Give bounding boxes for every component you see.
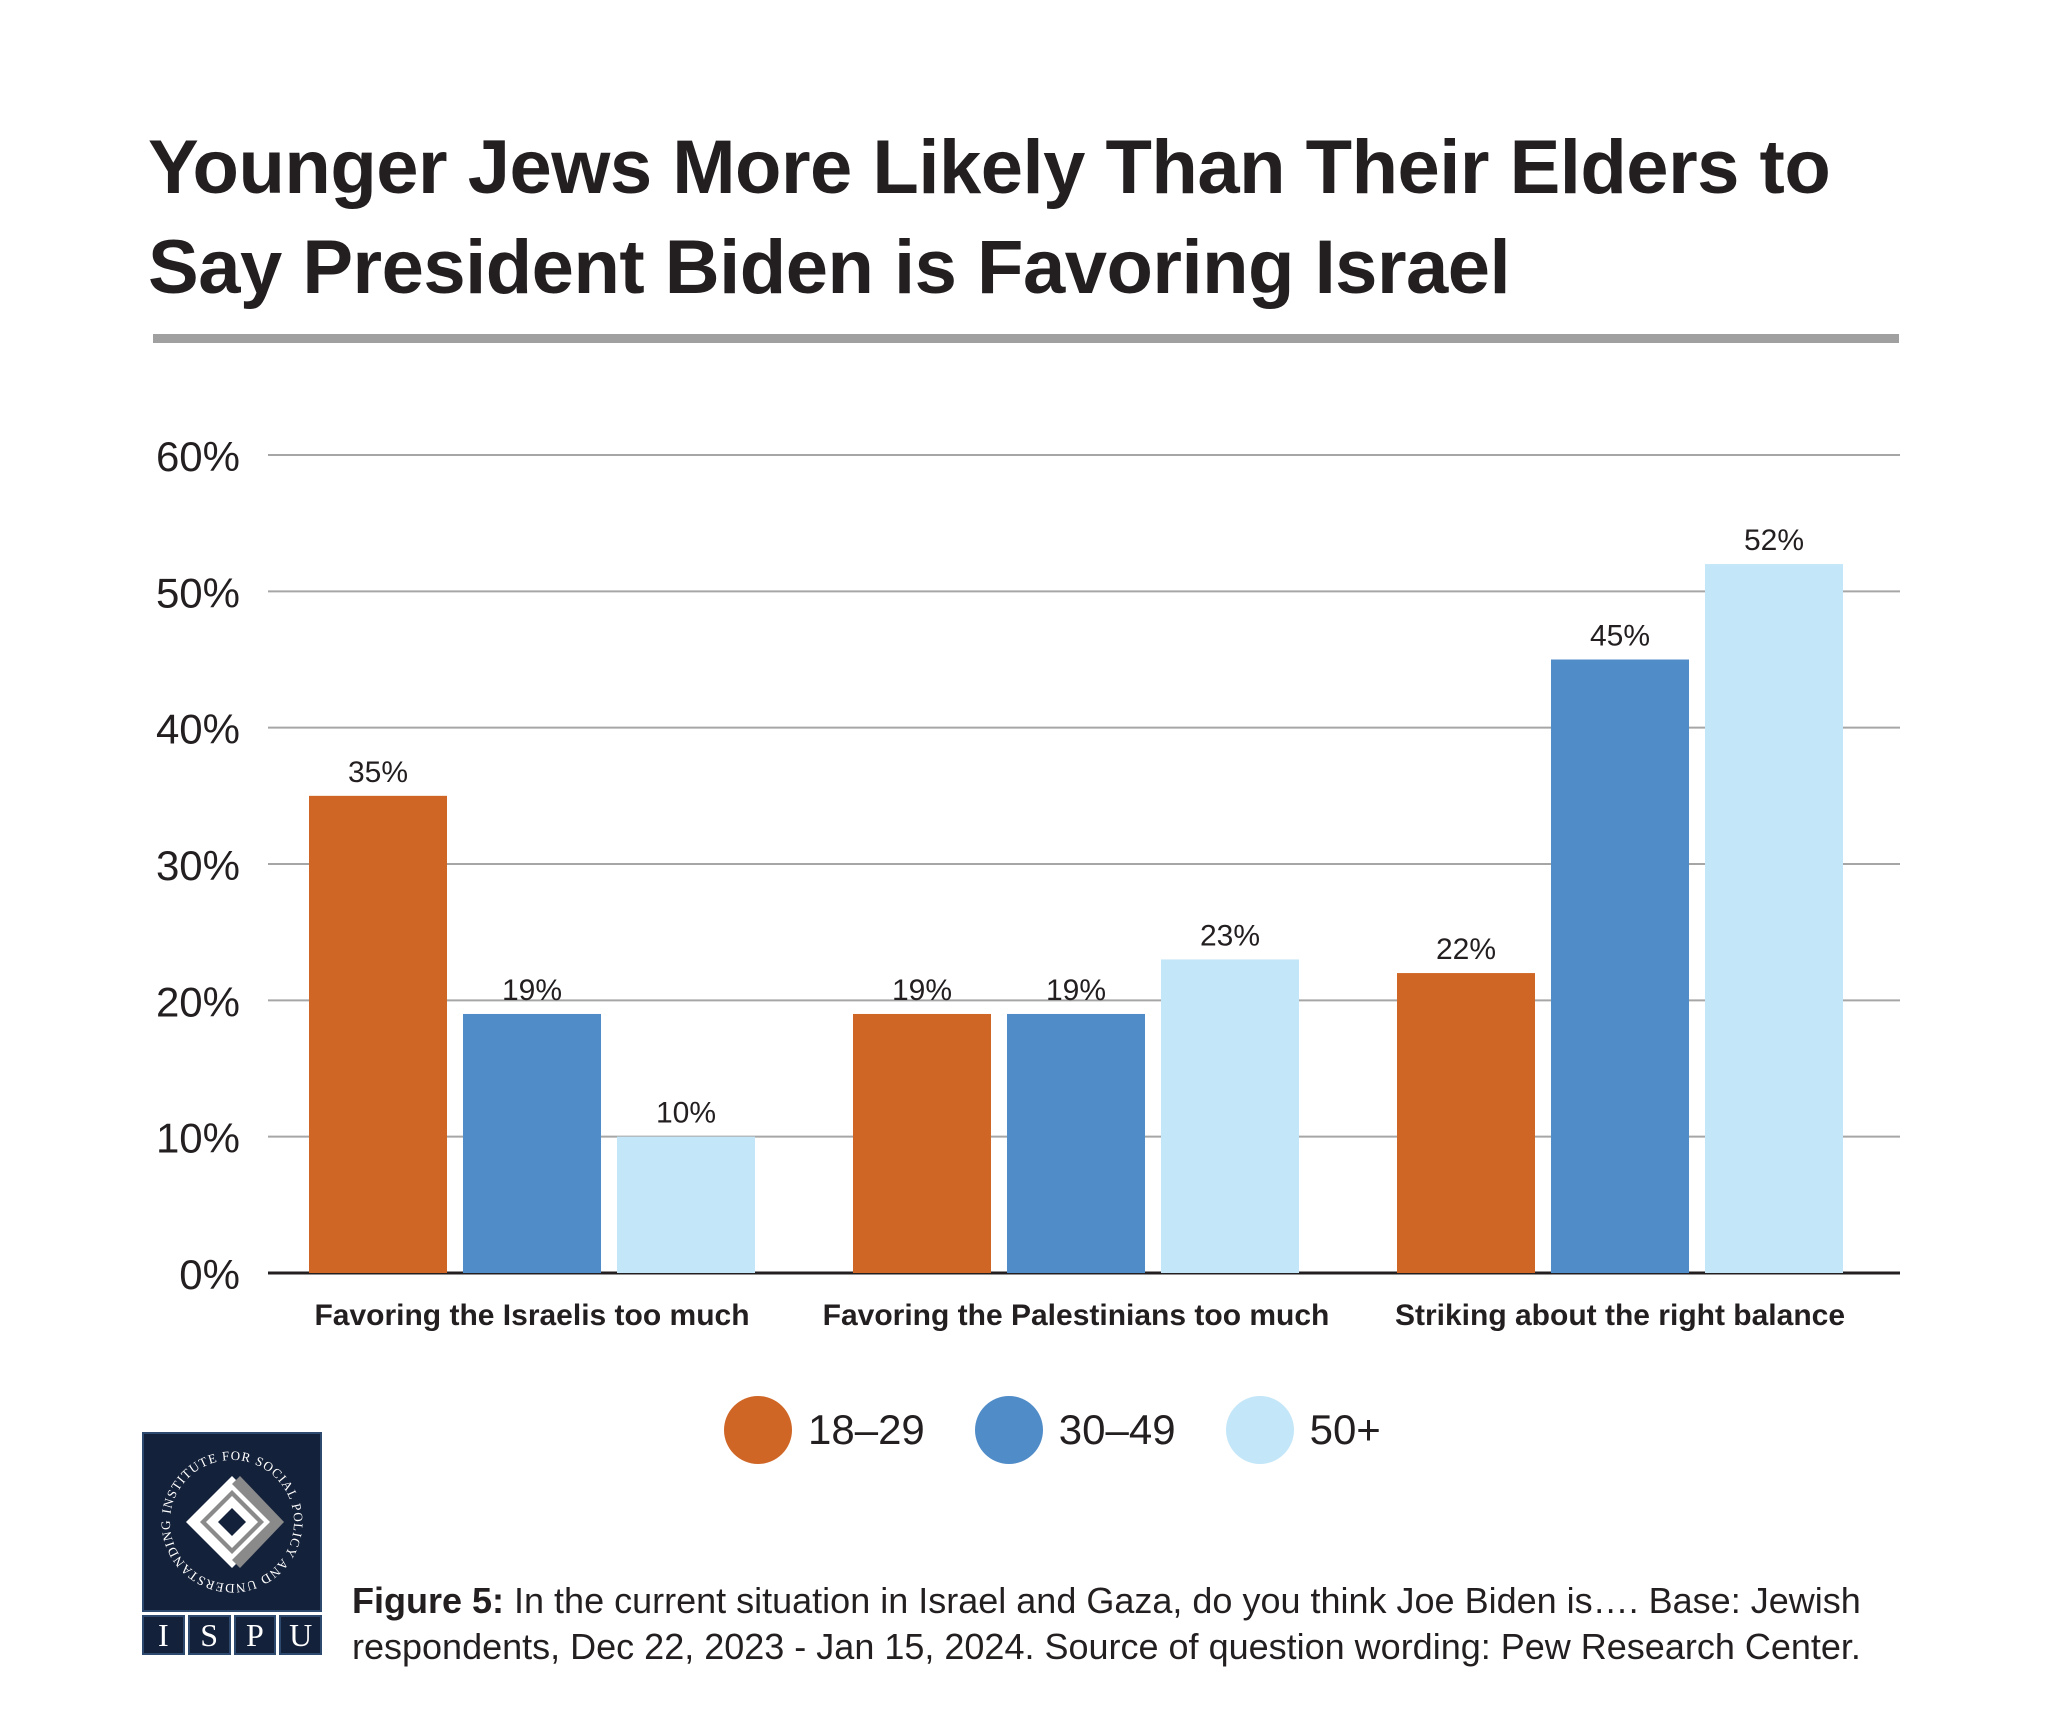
logo-letter: U	[279, 1615, 322, 1655]
bar-30-49-1	[463, 1013, 601, 1273]
x-axis: Favoring the Israelis too much Favoring t…	[314, 1299, 1845, 1332]
figure-caption: Figure 5: In the current situation in Is…	[352, 1578, 2032, 1670]
x-tick-label: Favoring the Israelis too much	[314, 1299, 749, 1332]
title-divider	[153, 334, 1899, 343]
y-tick-label: 0%	[179, 1251, 240, 1298]
legend-item-30-49: 30–49	[974, 1396, 1176, 1464]
bar-chart: 0% 10% 20% 30% 40% 50% 60% 35% 19% 10% 19% 19% 23% 2…	[156, 433, 1900, 1332]
y-tick-label: 10%	[156, 1115, 240, 1162]
chart-title-line-2: Say President Biden is Favoring Israel	[148, 225, 1511, 310]
data-label: 23%	[1200, 919, 1260, 952]
legend-swatch-icon	[724, 1396, 792, 1464]
logo-letter: I	[142, 1615, 185, 1655]
legend-item-18-29: 18–29	[724, 1396, 925, 1464]
logo-letters: I S P U	[142, 1615, 322, 1655]
legend: 18–29 30–49 50+	[724, 1396, 1431, 1464]
data-label: 52%	[1744, 524, 1804, 557]
caption-text: In the current situation in Israel and G…	[352, 1580, 1861, 1667]
figure-label: Figure 5:	[352, 1580, 505, 1621]
legend-label: 18–29	[808, 1406, 925, 1453]
y-tick-label: 60%	[156, 433, 240, 480]
data-label: 19%	[502, 974, 562, 1007]
data-label: 45%	[1590, 620, 1650, 653]
bar-18-29-1	[309, 795, 447, 1273]
legend-label: 30–49	[1058, 1406, 1176, 1453]
data-label: 22%	[1436, 933, 1496, 966]
legend-item-50-plus: 50+	[1225, 1396, 1381, 1464]
bar-30-49-2	[1007, 1013, 1145, 1273]
y-tick-label: 50%	[156, 569, 240, 616]
chart-title: Younger Jews More Likely Than Their Elde…	[148, 118, 1948, 318]
y-tick-label: 30%	[156, 842, 240, 889]
legend-swatch-icon	[974, 1396, 1043, 1464]
bar-30-49-3	[1551, 659, 1689, 1273]
diamond-emblem-icon: INSTITUTE FOR SOCIAL POLICY AND UNDERSTA…	[158, 1448, 305, 1596]
logo-letter: P	[233, 1615, 277, 1655]
bars	[309, 564, 1843, 1273]
bar-18-29-3	[1397, 973, 1535, 1273]
bar-18-29-2	[853, 1013, 991, 1273]
bar-50--1	[617, 1136, 755, 1273]
data-label: 19%	[892, 974, 952, 1007]
data-label: 10%	[656, 1097, 716, 1130]
legend-label: 50+	[1309, 1406, 1381, 1453]
data-label: 35%	[348, 756, 408, 789]
data-label: 19%	[1046, 974, 1106, 1007]
x-tick-label: Striking about the right balance	[1395, 1299, 1845, 1332]
bar-50--3	[1705, 564, 1843, 1273]
ispu-logo: INSTITUTE FOR SOCIAL POLICY AND UNDERSTA…	[142, 1432, 322, 1655]
logo-emblem: INSTITUTE FOR SOCIAL POLICY AND UNDERSTA…	[142, 1432, 322, 1612]
y-tick-label: 20%	[156, 978, 240, 1025]
logo-letter: S	[187, 1615, 231, 1655]
legend-swatch-icon	[1225, 1396, 1294, 1464]
data-labels: 35% 19% 10% 19% 19% 23% 22% 45% 52%	[348, 524, 1804, 1130]
y-tick-label: 40%	[156, 706, 240, 753]
x-tick-label: Favoring the Palestinians too much	[823, 1299, 1330, 1332]
y-axis: 0% 10% 20% 30% 40% 50% 60%	[156, 433, 240, 1298]
chart-title-line-1: Younger Jews More Likely Than Their Elde…	[148, 125, 1831, 210]
bar-50--2	[1161, 959, 1299, 1273]
